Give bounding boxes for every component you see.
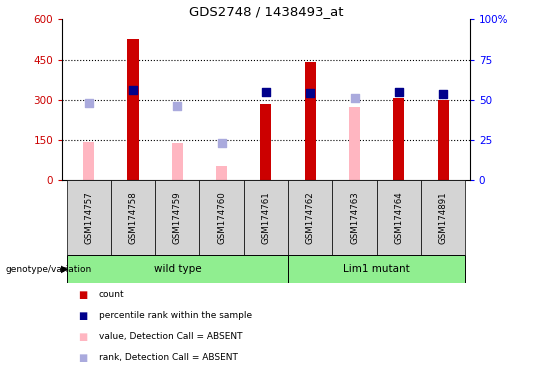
Text: ■: ■ [78, 311, 87, 321]
Point [262, 89, 271, 95]
Bar [244, 180, 288, 255]
Text: GSM174891: GSM174891 [438, 192, 448, 244]
Point [439, 91, 448, 98]
Text: GSM174759: GSM174759 [173, 192, 182, 244]
Text: GSM174757: GSM174757 [84, 192, 93, 244]
Text: GSM174762: GSM174762 [306, 192, 315, 244]
Bar [155, 180, 199, 255]
Bar [111, 180, 155, 255]
Bar [199, 180, 244, 255]
Text: GSM174763: GSM174763 [350, 192, 359, 244]
Text: Lim1 mutant: Lim1 mutant [343, 264, 410, 274]
Text: GSM174760: GSM174760 [217, 192, 226, 244]
Point [395, 89, 403, 95]
Text: rank, Detection Call = ABSENT: rank, Detection Call = ABSENT [99, 353, 238, 362]
Text: percentile rank within the sample: percentile rank within the sample [99, 311, 252, 320]
Bar [393, 98, 404, 180]
Bar [216, 166, 227, 180]
Bar [172, 143, 183, 180]
Text: GSM174761: GSM174761 [261, 192, 271, 244]
Text: ■: ■ [78, 353, 87, 363]
Bar [421, 180, 465, 255]
Text: ■: ■ [78, 332, 87, 342]
Point [217, 140, 226, 146]
Bar [83, 142, 94, 180]
Bar [333, 180, 377, 255]
Bar [127, 40, 139, 180]
Bar [438, 100, 449, 180]
Bar [377, 180, 421, 255]
Bar [349, 107, 360, 180]
Point [173, 103, 181, 109]
Bar [66, 255, 288, 283]
Text: wild type: wild type [153, 264, 201, 274]
Point [84, 99, 93, 106]
Point [129, 88, 137, 94]
Text: GSM174764: GSM174764 [394, 192, 403, 244]
Bar [66, 180, 111, 255]
Text: GSM174758: GSM174758 [129, 192, 138, 244]
Text: genotype/variation: genotype/variation [5, 265, 92, 274]
Point [306, 90, 315, 96]
Text: value, Detection Call = ABSENT: value, Detection Call = ABSENT [99, 332, 242, 341]
Text: count: count [99, 290, 124, 299]
Title: GDS2748 / 1438493_at: GDS2748 / 1438493_at [188, 5, 343, 18]
Bar [288, 255, 465, 283]
Bar [288, 180, 333, 255]
Text: ▶: ▶ [61, 264, 69, 274]
Point [350, 94, 359, 101]
Bar [305, 62, 316, 180]
Bar [260, 104, 272, 180]
Text: ■: ■ [78, 290, 87, 300]
